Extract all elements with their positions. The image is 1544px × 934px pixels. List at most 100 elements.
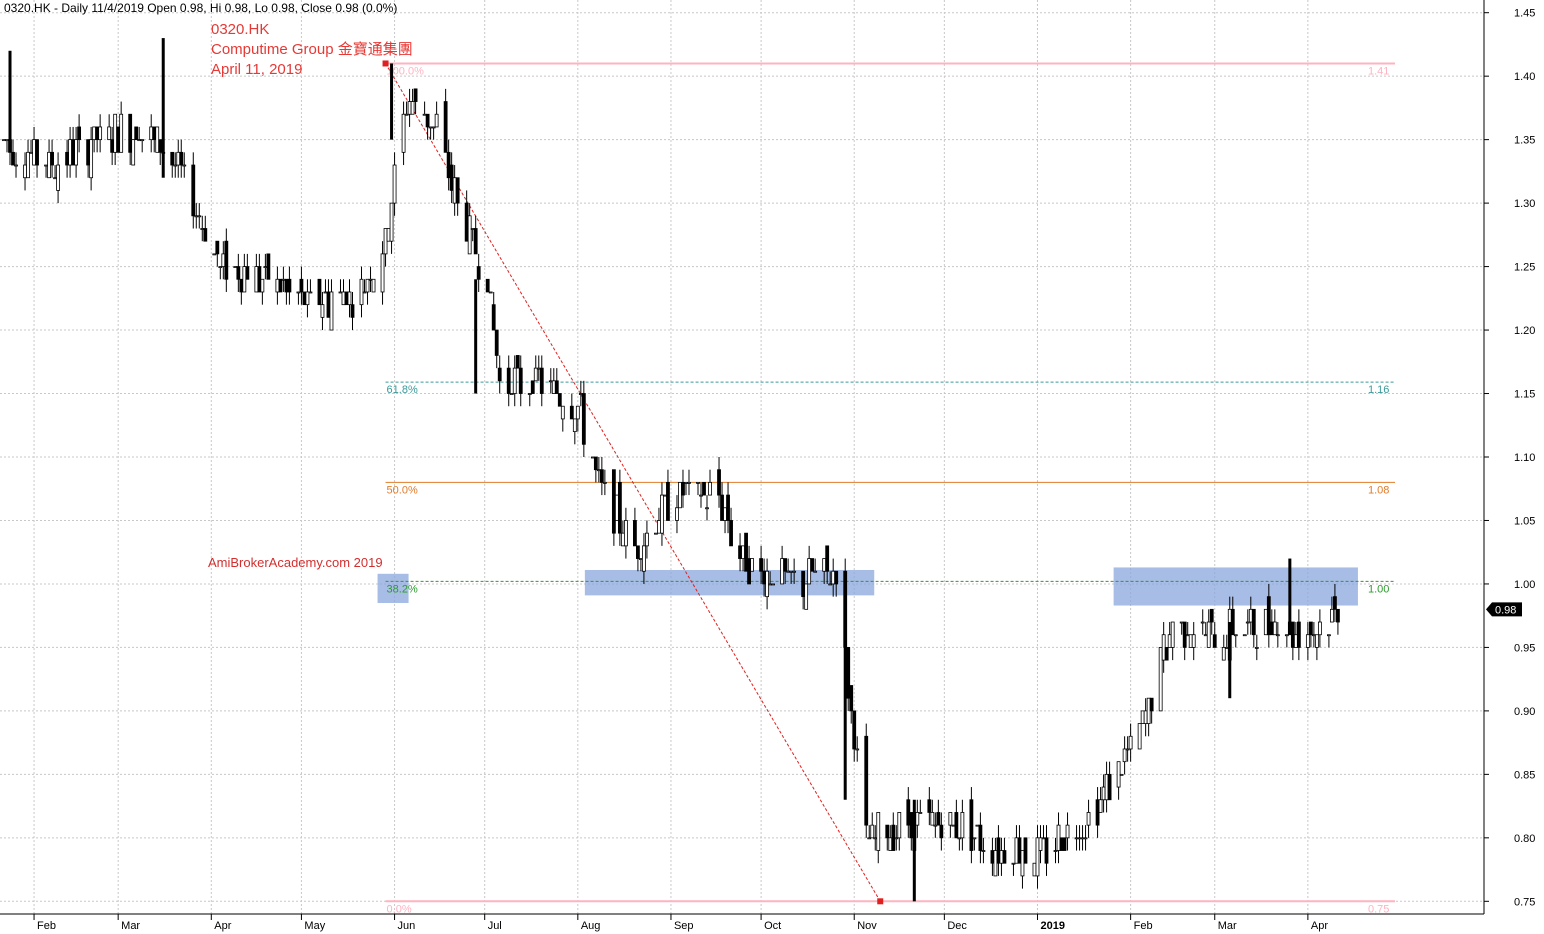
ohlc-bar: [359, 266, 364, 318]
bar-body: [404, 113, 409, 116]
bar-body: [993, 850, 998, 877]
ohlc-bar: [1125, 736, 1130, 762]
bar-body: [1200, 621, 1205, 624]
bar-body: [2, 139, 6, 142]
bar-body: [1293, 634, 1298, 648]
ohlc-bar: [65, 139, 69, 178]
ohlc-bar: [464, 190, 469, 242]
ohlc-bar: [44, 164, 48, 178]
bar-body: [212, 253, 217, 256]
bar-body: [1098, 799, 1103, 813]
bar-body: [281, 278, 286, 281]
support-zones: [377, 567, 1358, 606]
ohlc-bar: [759, 545, 763, 584]
ohlc-bar: [771, 583, 776, 586]
bar-body: [852, 710, 857, 750]
bar-body: [975, 824, 980, 827]
bar-body: [1062, 837, 1067, 851]
ohlc-bar: [497, 355, 502, 394]
bar-body: [897, 812, 902, 839]
ohlc-bar: [720, 482, 724, 521]
bar-body: [401, 113, 406, 153]
bar-body: [350, 304, 355, 318]
ohlc-bar: [284, 278, 289, 305]
bar-body: [422, 113, 427, 116]
bar-body: [599, 469, 604, 483]
fib-level-pct: 61.8%: [387, 384, 418, 396]
bar-body: [1032, 862, 1037, 877]
ohlc-bar: [326, 279, 331, 318]
x-tick-label: May: [304, 920, 325, 932]
bar-body: [221, 253, 226, 267]
bar-body: [383, 228, 388, 255]
ohlc-bar: [1116, 761, 1121, 800]
ohlc-bar: [287, 266, 292, 305]
bar-body: [951, 824, 956, 827]
ohlc-bar: [404, 101, 409, 116]
ohlc-bar: [747, 545, 751, 585]
ohlc-bar: [723, 507, 727, 534]
bar-body: [1242, 634, 1247, 637]
ohlc-bar: [801, 570, 806, 610]
bar-body: [68, 139, 72, 166]
bar-body: [1119, 773, 1124, 776]
ohlc-bar: [1311, 622, 1316, 648]
ohlc-bar: [530, 380, 535, 394]
bar-body: [642, 545, 646, 572]
ohlc-bar: [113, 113, 118, 166]
ohlc-bar: [485, 278, 490, 293]
y-tick-label: 1.45: [1514, 8, 1535, 20]
fib-level-value: 1.41: [1368, 65, 1389, 77]
bar-body: [386, 228, 391, 242]
bar-body: [636, 545, 640, 559]
bar-body: [1044, 837, 1049, 864]
bar-body: [596, 469, 601, 472]
ohlc-bar: [894, 825, 899, 851]
ohlc-bar: [176, 139, 181, 178]
bar-body: [846, 647, 851, 699]
bar-body: [308, 291, 313, 294]
bar-body: [1203, 634, 1208, 637]
bar-body: [657, 520, 661, 534]
bar-body: [930, 812, 935, 826]
ohlc-bar: [1233, 634, 1238, 648]
bar-body: [86, 139, 91, 166]
ohlc-bar: [341, 279, 346, 306]
bar-body: [443, 101, 448, 153]
ohlc-bar: [1140, 710, 1145, 724]
bar-body: [614, 494, 619, 521]
ohlc-bar: [1062, 837, 1067, 851]
ohlc-bar: [224, 228, 229, 292]
bar-body: [708, 481, 712, 496]
bar-body: [548, 380, 553, 383]
bar-body: [32, 139, 36, 166]
bar-body: [678, 481, 682, 509]
bar-body: [1317, 621, 1322, 636]
ohlc-bar: [780, 545, 785, 585]
ohlc-bar: [191, 152, 196, 229]
ohlc-bar: [368, 266, 373, 292]
y-tick-label: 0.85: [1514, 769, 1535, 781]
bar-body: [131, 139, 136, 166]
bar-body: [681, 481, 685, 496]
bar-body: [533, 367, 538, 382]
ohlc-bar: [557, 393, 562, 407]
ohlc-bar: [1212, 622, 1217, 648]
ohlc-bar: [1122, 736, 1127, 775]
ohlc-bar: [338, 279, 343, 294]
ohlc-bar: [1080, 825, 1085, 851]
ohlc-bar: [1038, 825, 1043, 864]
ohlc-bar: [449, 152, 454, 204]
ohlc-bar: [260, 278, 265, 305]
ohlc-bar: [684, 481, 688, 496]
ohlc-bar: [915, 799, 920, 838]
ohlc-bar: [170, 151, 175, 178]
bar-body: [518, 367, 523, 394]
bar-body: [981, 850, 986, 852]
bar-body: [236, 266, 241, 280]
ohlc-bar: [1317, 609, 1322, 648]
bar-body: [275, 278, 280, 293]
ohlc-bar: [422, 101, 427, 116]
bar-body: [491, 304, 496, 331]
spike-bar: [912, 799, 916, 902]
